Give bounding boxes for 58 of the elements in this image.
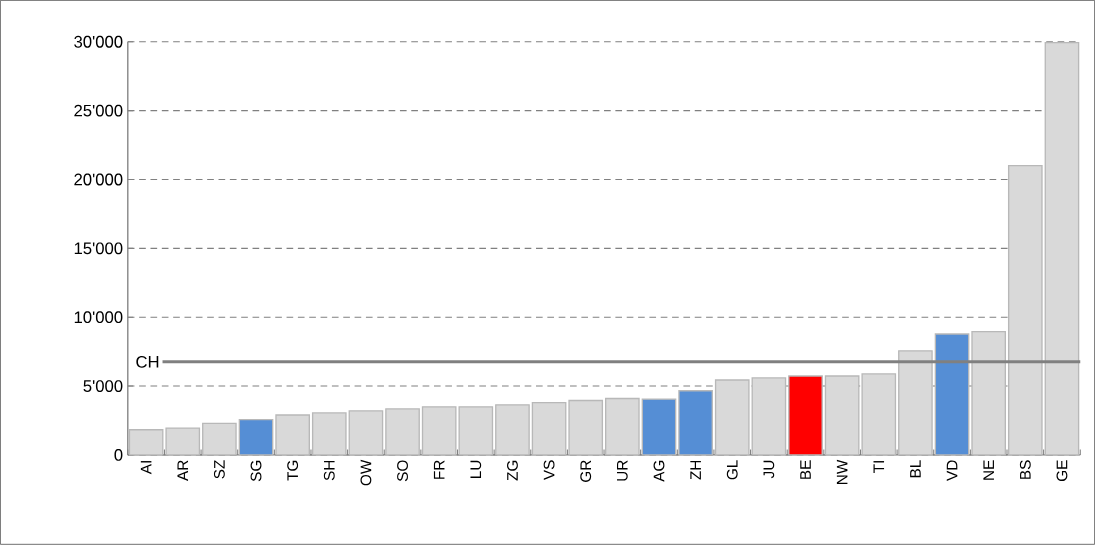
x-tick-label: GR bbox=[580, 460, 592, 483]
x-tick-label: GL bbox=[726, 460, 738, 480]
bar bbox=[788, 375, 823, 456]
x-tick-label: TI bbox=[873, 461, 885, 474]
bar bbox=[605, 397, 640, 456]
x-tick-label: NE bbox=[983, 460, 994, 480]
x-tick-label: SZ bbox=[213, 460, 225, 479]
x-tick-label: AR bbox=[177, 460, 189, 482]
bar bbox=[568, 400, 604, 456]
x-tick-label: AG bbox=[653, 460, 665, 482]
x-tick-label: ZG bbox=[507, 460, 518, 481]
x-tick-label: UR bbox=[617, 460, 628, 481]
x-tick-label: GE bbox=[1056, 460, 1068, 482]
bar bbox=[641, 398, 677, 456]
bar bbox=[1044, 42, 1080, 456]
x-tick-label: BL bbox=[910, 460, 921, 478]
x-tick-label: TG bbox=[287, 460, 299, 481]
bar bbox=[861, 373, 897, 456]
bar bbox=[678, 390, 713, 456]
x-tick-label: SO bbox=[397, 460, 408, 482]
x-tick-label: NW bbox=[836, 459, 848, 485]
bar bbox=[495, 404, 530, 456]
x-tick-label: FR bbox=[433, 460, 445, 479]
bar bbox=[971, 331, 1007, 456]
x-tick-label: VD bbox=[946, 460, 958, 482]
y-tick-label: 25'000 bbox=[74, 104, 123, 117]
bar bbox=[385, 408, 420, 456]
bar bbox=[898, 350, 933, 456]
x-tick-label: SG bbox=[250, 460, 262, 482]
ref-line-label: CH bbox=[136, 356, 159, 368]
y-tick-label: 10'000 bbox=[74, 311, 123, 324]
y-tick-label: 30'000 bbox=[74, 35, 123, 48]
bar bbox=[128, 429, 164, 456]
bar bbox=[348, 410, 384, 456]
y-tick-label: 15'000 bbox=[74, 242, 123, 255]
bar bbox=[165, 427, 201, 456]
bar bbox=[202, 422, 237, 456]
bar bbox=[714, 379, 750, 456]
x-tick-label: BS bbox=[1019, 460, 1031, 480]
x-tick-label: ZH bbox=[690, 461, 701, 480]
x-tick-label: OW bbox=[360, 459, 372, 486]
bar bbox=[824, 375, 860, 456]
y-tick-label: 20'000 bbox=[74, 173, 123, 186]
bar bbox=[311, 412, 347, 456]
x-tick-label: VS bbox=[543, 460, 555, 481]
bar bbox=[531, 402, 567, 456]
x-tick-label: BE bbox=[800, 460, 811, 480]
y-tick-label: 5'000 bbox=[83, 380, 123, 393]
x-tick-label: LU bbox=[470, 460, 482, 479]
bar bbox=[751, 377, 787, 456]
y-tick-label: 0 bbox=[114, 449, 123, 461]
x-tick-label: SH bbox=[323, 461, 335, 481]
bar bbox=[934, 333, 970, 456]
bar bbox=[275, 414, 310, 456]
x-tick-label: JU bbox=[763, 460, 775, 479]
bar bbox=[238, 419, 274, 456]
x-tick-label: AI bbox=[140, 461, 152, 475]
bar bbox=[1007, 165, 1043, 456]
